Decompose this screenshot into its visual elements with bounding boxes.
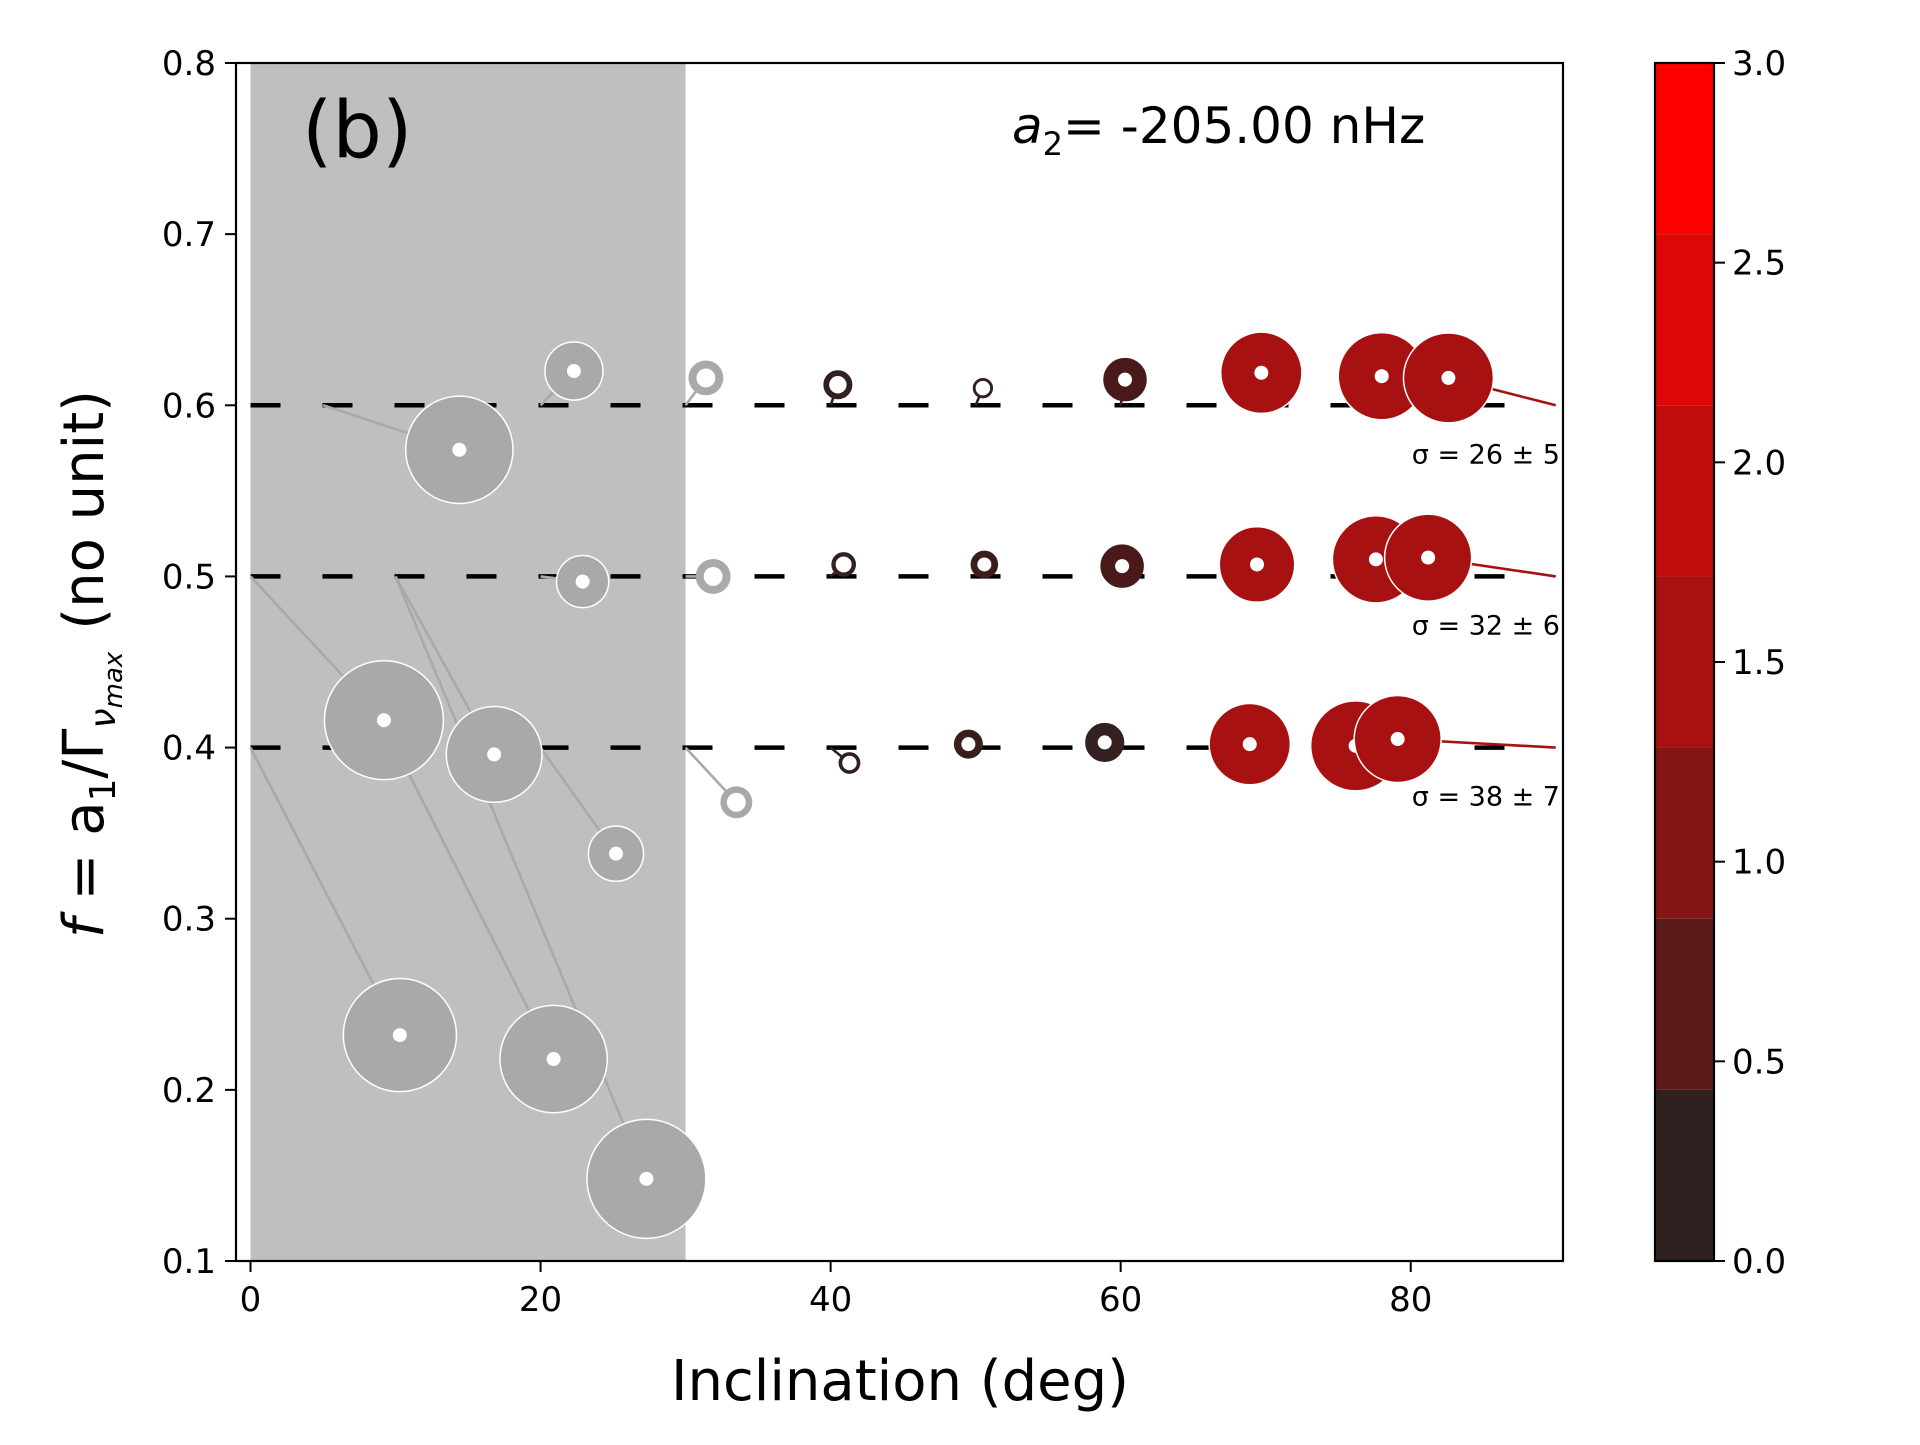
marker-center-10 xyxy=(575,574,590,589)
marker-center-13 xyxy=(977,557,992,572)
marker-center-23 xyxy=(729,795,744,810)
colorbar-segment-2 xyxy=(1655,747,1714,919)
x-tick-label-0: 0 xyxy=(240,1280,262,1320)
colorbar-ticks: 0.0 0.5 1.0 1.5 2.0 2.5 3.0 xyxy=(1714,44,1786,1282)
x-tick-label-3: 60 xyxy=(1099,1280,1142,1320)
marker-center-4 xyxy=(975,381,990,396)
marker-center-17 xyxy=(1421,550,1436,565)
marker-center-24 xyxy=(842,755,857,770)
marker-center-9 xyxy=(376,713,391,728)
sigma-label-2: σ = 38 ± 7 xyxy=(1412,782,1560,813)
colorbar-tick-label-1: 0.5 xyxy=(1732,1042,1786,1082)
marker-center-21 xyxy=(608,846,623,861)
colorbar-segment-0 xyxy=(1655,1089,1714,1261)
y-tick-label-4: 0.5 xyxy=(162,557,216,597)
ylabel-max: max xyxy=(99,651,129,708)
y-tick-label-6: 0.7 xyxy=(162,215,216,255)
colorbar: 0.0 0.5 1.0 1.5 2.0 2.5 3.0 xyxy=(1653,44,1786,1282)
marker-center-29 xyxy=(1390,732,1405,747)
param-subscript: 2 xyxy=(1043,125,1063,163)
colorbar-tick-label-4: 2.0 xyxy=(1732,443,1786,483)
x-tick-label-2: 40 xyxy=(809,1280,852,1320)
colorbar-segment-4 xyxy=(1655,405,1714,577)
ylabel-sub1: 1 xyxy=(83,779,124,802)
colorbar-tick-label-3: 1.5 xyxy=(1732,643,1786,683)
marker-center-2 xyxy=(698,370,713,385)
marker-center-8 xyxy=(1441,370,1456,385)
ylabel-nu: ν xyxy=(83,708,124,728)
marker-center-11 xyxy=(706,569,721,584)
marker-center-3 xyxy=(830,377,845,392)
marker-center-14 xyxy=(1115,559,1130,574)
colorbar-segment-1 xyxy=(1655,918,1714,1090)
param-value: = -205.00 nHz xyxy=(1063,97,1425,155)
marker-center-5 xyxy=(1118,372,1133,387)
y-tick-label-1: 0.2 xyxy=(162,1071,216,1111)
marker-center-12 xyxy=(836,557,851,572)
marker-center-19 xyxy=(392,1028,407,1043)
marker-center-15 xyxy=(1249,557,1264,572)
colorbar-tick-label-0: 0.0 xyxy=(1732,1242,1786,1282)
y-axis-ticks: 0.1 0.2 0.3 0.4 0.5 0.6 0.7 0.8 xyxy=(162,44,236,1282)
markers xyxy=(323,331,1495,1240)
colorbar-segment-6 xyxy=(1655,63,1714,235)
y-tick-label-3: 0.4 xyxy=(162,729,216,769)
x-axis-label: Inclination (deg) xyxy=(671,1349,1129,1414)
y-tick-label-7: 0.8 xyxy=(162,44,216,84)
offset-track-20 xyxy=(394,746,555,1060)
colorbar-tick-label-2: 1.0 xyxy=(1732,843,1786,883)
marker-center-1 xyxy=(566,364,581,379)
ylabel-unit: (no unit) xyxy=(52,390,117,630)
shaded-region xyxy=(250,63,686,1261)
x-tick-label-1: 20 xyxy=(519,1280,562,1320)
marker-center-20 xyxy=(546,1052,561,1067)
marker-center-7 xyxy=(1374,369,1389,384)
y-axis-label: f = a1/Γνmax(no unit) xyxy=(52,390,129,938)
colorbar-tick-label-5: 2.5 xyxy=(1732,244,1786,284)
sigma-labels: σ = 26 ± 5 σ = 32 ± 6 σ = 38 ± 7 xyxy=(1412,439,1560,812)
ylabel-gamma: /Γ xyxy=(52,728,117,778)
x-axis-ticks: 0 20 40 60 80 xyxy=(240,1261,1432,1320)
marker-center-26 xyxy=(1097,735,1112,750)
y-tick-label-5: 0.6 xyxy=(162,386,216,426)
x-tick-label-4: 80 xyxy=(1389,1280,1432,1320)
offset-track-22 xyxy=(394,575,648,1180)
ylabel-eq: = a xyxy=(52,801,117,918)
plot-area: σ = 26 ± 5 σ = 32 ± 6 σ = 38 ± 7 xyxy=(234,61,1565,1263)
marker-center-25 xyxy=(961,737,976,752)
y-tick-label-2: 0.3 xyxy=(162,900,216,940)
colorbar-segments xyxy=(1655,63,1714,1261)
marker-center-18 xyxy=(487,747,502,762)
param-symbol: a xyxy=(1012,97,1043,155)
sigma-label-0: σ = 26 ± 5 xyxy=(1412,439,1560,470)
marker-center-22 xyxy=(639,1171,654,1186)
colorbar-tick-label-6: 3.0 xyxy=(1732,44,1786,84)
y-tick-label-0: 0.1 xyxy=(162,1242,216,1282)
colorbar-segment-5 xyxy=(1655,234,1714,406)
marker-center-16 xyxy=(1368,552,1383,567)
panel-label: (b) xyxy=(302,86,412,176)
marker-center-0 xyxy=(452,442,467,457)
sigma-label-1: σ = 32 ± 6 xyxy=(1412,610,1560,641)
parameter-annotation: a2= -205.00 nHz xyxy=(1012,97,1425,163)
marker-center-6 xyxy=(1254,365,1269,380)
plot-frame xyxy=(234,61,1565,1263)
marker-center-27 xyxy=(1242,737,1257,752)
colorbar-segment-3 xyxy=(1655,576,1714,748)
